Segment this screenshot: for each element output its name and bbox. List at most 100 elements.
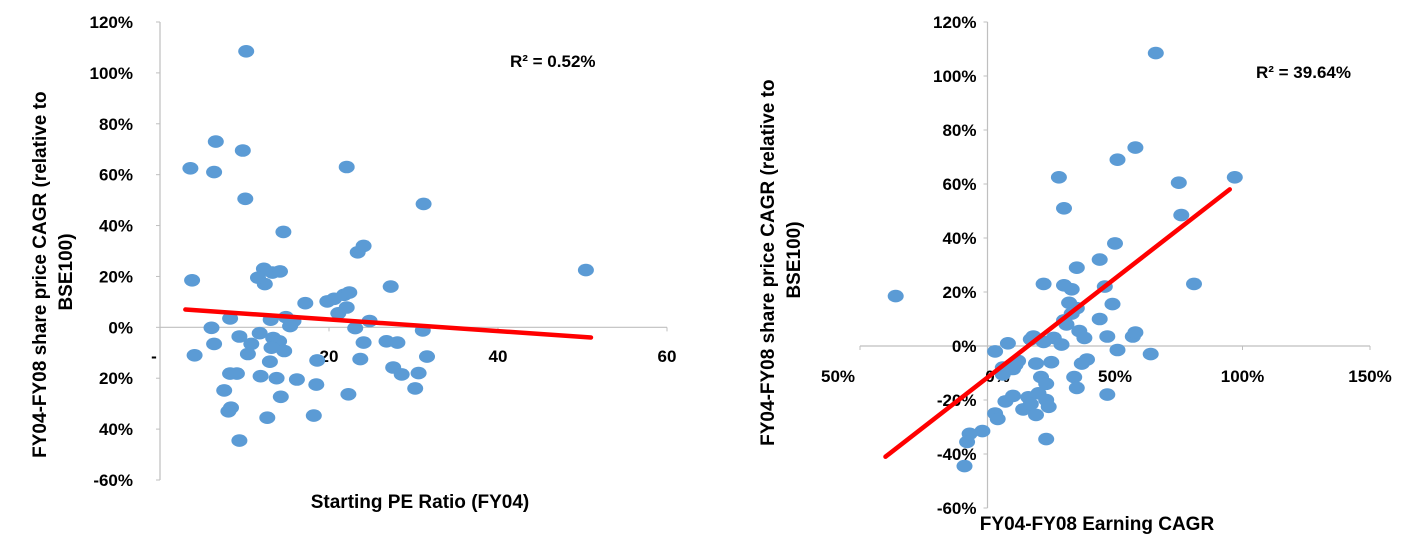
- data-point-right: [1056, 202, 1072, 215]
- x-tick-label-right: 150%: [1348, 367, 1391, 386]
- data-point-left: [393, 368, 410, 381]
- data-point-left: [182, 162, 199, 175]
- data-point-right: [1104, 297, 1121, 311]
- data-point-left: [272, 265, 288, 278]
- x-tick-label-right: 50%: [1098, 367, 1132, 386]
- y-tick-label-left: 120%: [90, 13, 133, 32]
- data-point-left: [268, 371, 285, 385]
- data-point-right: [1170, 176, 1187, 189]
- data-point-right: [1053, 338, 1070, 351]
- data-point-right: [1028, 357, 1044, 370]
- data-point-left: [251, 326, 268, 340]
- data-point-right: [987, 345, 1004, 358]
- y-tick-label-left: 100%: [90, 64, 133, 83]
- data-point-right: [1035, 277, 1052, 291]
- data-point-right: [1226, 171, 1243, 184]
- data-point-left: [275, 225, 292, 239]
- y-tick-label-left: 20%: [99, 369, 133, 388]
- data-point-left: [309, 354, 326, 367]
- data-point-right: [1043, 355, 1060, 369]
- y-axis-title-left: FY04-FY08 share price CAGR (relative to …: [30, 86, 77, 458]
- svg-text:FY04-FY08 share price CAGR (re: FY04-FY08 share price CAGR (relative to …: [30, 86, 77, 458]
- data-point-right: [1127, 141, 1144, 154]
- y-tick-label-right: 40%: [942, 229, 976, 248]
- data-point-right: [1007, 358, 1024, 372]
- data-point-right: [1107, 237, 1123, 250]
- y-tick-label-right: 20%: [942, 283, 976, 302]
- x-tick-label-left: 40: [489, 347, 508, 366]
- data-point-right: [1099, 388, 1116, 401]
- data-point-left: [222, 312, 239, 325]
- y-axis-title-left-line2: BSE100): [56, 233, 77, 310]
- data-point-right: [1068, 381, 1085, 395]
- data-point-left: [340, 388, 357, 401]
- data-point-right: [1066, 370, 1083, 384]
- data-point-left: [272, 390, 289, 404]
- data-point-left: [243, 337, 260, 351]
- r-squared-left: R² = 0.52%: [510, 52, 596, 71]
- data-point-left: [282, 319, 299, 333]
- data-point-right: [1028, 408, 1044, 422]
- y-tick-label-left: -60%: [93, 471, 133, 490]
- y-tick-label-right: -60%: [937, 499, 977, 518]
- data-point-left: [577, 263, 594, 277]
- data-point-left: [297, 296, 314, 310]
- x-tick-label-left: -: [151, 347, 157, 366]
- x-tick-label-right: 100%: [1221, 367, 1264, 386]
- data-point-left: [288, 373, 305, 386]
- data-point-left: [341, 286, 358, 299]
- y-tick-label-right: 80%: [942, 121, 976, 140]
- data-point-left: [355, 239, 372, 253]
- data-point-left: [410, 366, 427, 380]
- data-point-left: [228, 367, 245, 380]
- data-point-right: [1127, 326, 1144, 339]
- y-tick-label-right: 120%: [933, 13, 976, 32]
- y-tick-label-right: 100%: [933, 67, 976, 86]
- data-point-right: [1068, 261, 1085, 275]
- data-point-left: [338, 160, 355, 174]
- x-tick-label-left: 60: [658, 347, 677, 366]
- y-tick-label-left: 40%: [99, 217, 133, 236]
- data-point-left: [252, 369, 269, 383]
- y-axis-title-right-line1: FY04-FY08 share price CAGR (relative to: [758, 79, 779, 445]
- data-point-right: [959, 435, 976, 449]
- data-point-right: [1076, 331, 1093, 345]
- data-point-right: [1005, 389, 1021, 403]
- y-tick-label-left: 40%: [99, 420, 133, 439]
- data-point-right: [887, 289, 904, 303]
- chart-earning-cagr: FY04-FY08 share price CAGR (relative to …: [758, 13, 1392, 535]
- data-point-right: [1091, 312, 1108, 326]
- trendline-left: [183, 307, 594, 340]
- data-point-left: [216, 384, 233, 397]
- data-point-right: [989, 412, 1006, 426]
- data-point-right: [1091, 253, 1108, 266]
- x-tick-label-right: 50%: [821, 367, 855, 386]
- chart-pe-ratio: FY04-FY08 share price CAGR (relative to …: [30, 13, 676, 513]
- data-point-left: [250, 271, 266, 285]
- y-tick-label-left: 20%: [99, 267, 133, 286]
- y-axis-title-left-line1: FY04-FY08 share price CAGR (relative to: [30, 91, 51, 457]
- data-point-right: [974, 424, 991, 438]
- data-point-right: [956, 459, 973, 473]
- y-tick-label-right: -40%: [937, 445, 977, 464]
- x-axis-title-left: Starting PE Ratio (FY04): [311, 492, 530, 513]
- data-point-left: [186, 349, 203, 362]
- data-point-left: [238, 45, 255, 58]
- data-point-right: [1038, 377, 1055, 391]
- data-point-left: [276, 344, 293, 358]
- data-point-left: [261, 355, 278, 369]
- y-axis-title-right-line2: BSE100): [784, 221, 805, 298]
- data-point-left: [203, 321, 220, 335]
- data-point-left: [239, 347, 256, 361]
- trendline-right: [883, 187, 1232, 459]
- data-point-right: [1038, 432, 1055, 446]
- data-point-left: [382, 280, 399, 293]
- data-point-right: [1173, 208, 1190, 222]
- data-point-left: [347, 321, 364, 335]
- x-axis-title-right: FY04-FY08 Earning CAGR: [980, 514, 1215, 535]
- data-point-left: [237, 192, 254, 206]
- data-point-left: [326, 292, 343, 306]
- data-point-right: [999, 337, 1016, 350]
- y-tick-label-left: 80%: [99, 115, 133, 134]
- data-point-left: [389, 336, 406, 349]
